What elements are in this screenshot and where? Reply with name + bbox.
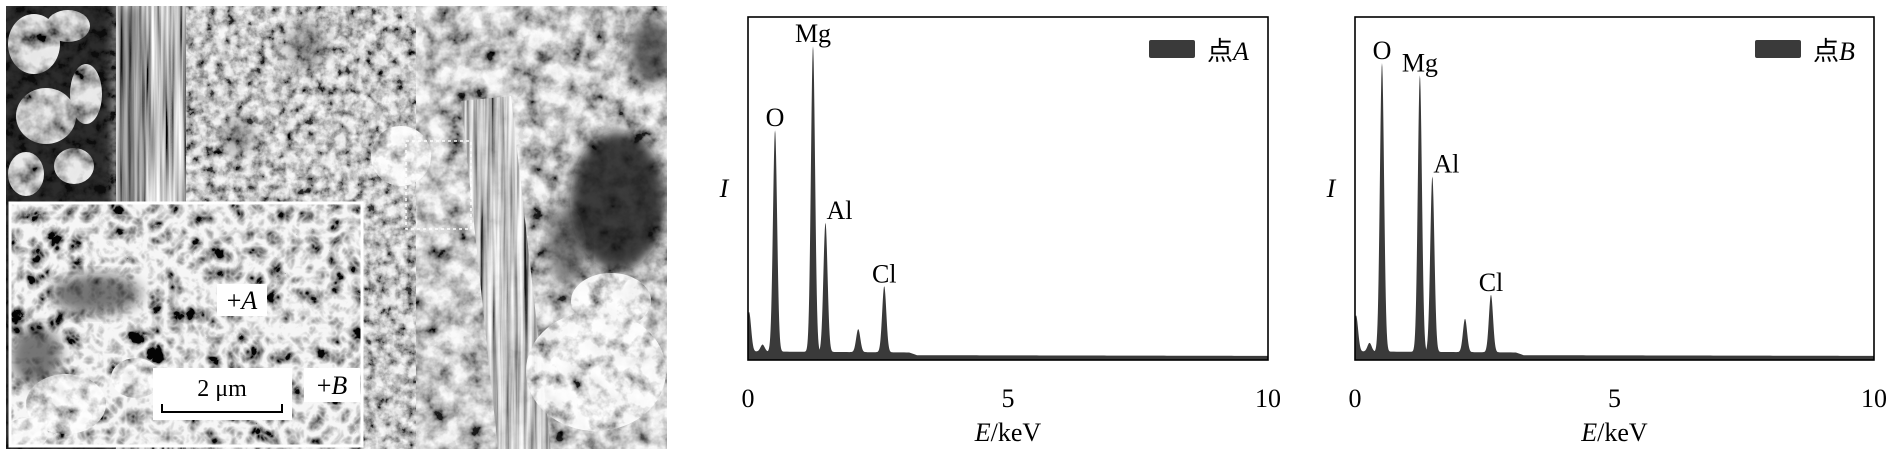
x-axis-label: E/keV	[1580, 418, 1648, 447]
peak-label-Al: Al	[826, 196, 852, 225]
y-axis-label: I	[719, 174, 730, 203]
peak-O-2	[1373, 62, 1391, 361]
sem-fluffy-clusters-left	[8, 10, 102, 196]
sem-inset-dark-gap	[51, 274, 141, 314]
eds-spectrum-point-b: O Mg Al Cl 0 5 10 E/keV I 点B	[1326, 16, 1887, 447]
point-b-label: +B	[317, 371, 348, 400]
point-b-label-background	[304, 368, 360, 402]
x-tick-label: 10	[1255, 384, 1281, 413]
sem-inset-border	[8, 201, 364, 448]
peak-Mg-3	[804, 46, 822, 361]
peak-label-Al: Al	[1433, 149, 1459, 178]
x-tick-label: 0	[742, 384, 755, 413]
point-a-label: +A	[227, 286, 258, 315]
point-a-marker: +A	[217, 284, 267, 316]
peak-label-Mg: Mg	[1402, 48, 1438, 77]
peak-label-Cl: Cl	[872, 259, 897, 288]
peak-Cl-6	[1482, 294, 1500, 360]
legend: 点B	[1755, 37, 1855, 66]
sem-dark-pore	[546, 206, 586, 286]
sem-dark-pore	[629, 17, 667, 85]
spectrum	[1355, 62, 1874, 361]
y-axis-label: I	[1326, 174, 1337, 203]
scale-bar-label: 2 μm	[197, 376, 247, 402]
sem-micrograph: +A +B 2 μm	[6, 6, 667, 449]
sem-dark-pore	[222, 116, 254, 156]
peak-label-O: O	[766, 103, 785, 132]
x-tick-label: 5	[1002, 384, 1015, 413]
sem-inset-particles	[10, 358, 161, 446]
sem-dark-pore	[570, 131, 666, 271]
x-tick-label: 10	[1861, 384, 1887, 413]
legend-swatch	[1755, 40, 1801, 58]
scale-bar-line	[161, 404, 283, 413]
legend-label: 点B	[1813, 37, 1855, 66]
peak-O-2	[766, 130, 784, 360]
peak-5	[849, 329, 867, 360]
peak-Mg-3	[1411, 75, 1429, 360]
sem-image-area: +A +B 2 μm	[6, 6, 667, 449]
peak-Cl-6	[875, 286, 893, 360]
peak-5	[1456, 318, 1474, 360]
legend-swatch	[1149, 40, 1195, 58]
peak-0	[748, 312, 758, 360]
plot-frame	[747, 16, 1269, 361]
sem-inset-dark-gap	[11, 326, 61, 386]
point-b-marker: +B	[304, 368, 360, 402]
peak-label-Cl: Cl	[1479, 268, 1504, 297]
peak-Al-4	[817, 222, 834, 360]
plot-frame	[1354, 16, 1875, 361]
eds-spectrum-point-a: O Mg Al Cl 0 5 10 E/keV I 点A	[719, 16, 1281, 447]
peak-Al-4	[1424, 176, 1441, 360]
point-a-label-background	[217, 284, 267, 316]
sem-selection-box	[405, 140, 472, 230]
x-axis-label: E/keV	[974, 418, 1042, 447]
peak-label-Mg: Mg	[795, 19, 831, 48]
legend-label: 点A	[1207, 37, 1249, 66]
scale-bar: 2 μm	[153, 368, 292, 420]
sem-bright-clusters-right	[371, 126, 666, 431]
x-tick-label: 5	[1608, 384, 1621, 413]
peak-label-O: O	[1373, 36, 1392, 65]
peak-0	[1355, 315, 1365, 360]
x-tick-label: 0	[1349, 384, 1362, 413]
legend: 点A	[1149, 37, 1249, 66]
peak-1	[754, 344, 771, 360]
sem-dark-pore	[286, 21, 326, 71]
spectrum	[748, 46, 1268, 361]
